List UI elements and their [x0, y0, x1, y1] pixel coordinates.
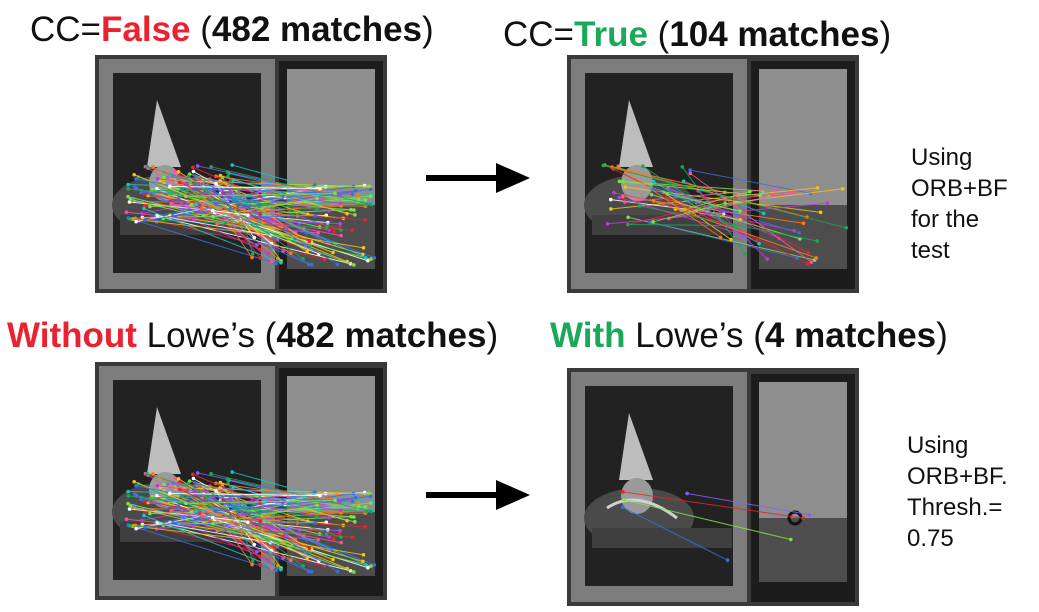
- arrow-right-icon: [426, 480, 530, 510]
- match-count: 4 matches: [764, 316, 937, 355]
- flag-without: Without: [7, 316, 137, 355]
- note-orb-bf-threshold: Using ORB+BF. Thresh.= 0.75: [907, 432, 1008, 552]
- flag-true: True: [574, 15, 648, 54]
- match-image-cc-true: [567, 55, 859, 293]
- scene-image: [567, 55, 859, 293]
- scene-image: [95, 362, 387, 600]
- match-image-cc-false: [95, 55, 387, 293]
- title-cc-true: CC=True (104 matches): [503, 15, 892, 54]
- match-count: 482 matches: [276, 316, 487, 355]
- match-image-without-lowes: [95, 362, 387, 600]
- title-cc-false: CC=False (482 matches): [30, 10, 434, 49]
- match-image-with-lowes: [567, 368, 859, 606]
- arrow-right-icon: [426, 163, 530, 193]
- scene-image: [95, 55, 387, 293]
- note-orb-bf-test: Using ORB+BF for the test: [911, 144, 1008, 264]
- match-count: 482 matches: [211, 10, 423, 49]
- title-without-lowes: Without Lowe’s (482 matches): [7, 316, 499, 355]
- title-with-lowes: With Lowe’s (4 matches): [550, 316, 948, 355]
- match-count: 104 matches: [669, 15, 880, 54]
- scene-image: [567, 368, 859, 606]
- flag-with: With: [550, 316, 626, 355]
- flag-false: False: [101, 10, 191, 49]
